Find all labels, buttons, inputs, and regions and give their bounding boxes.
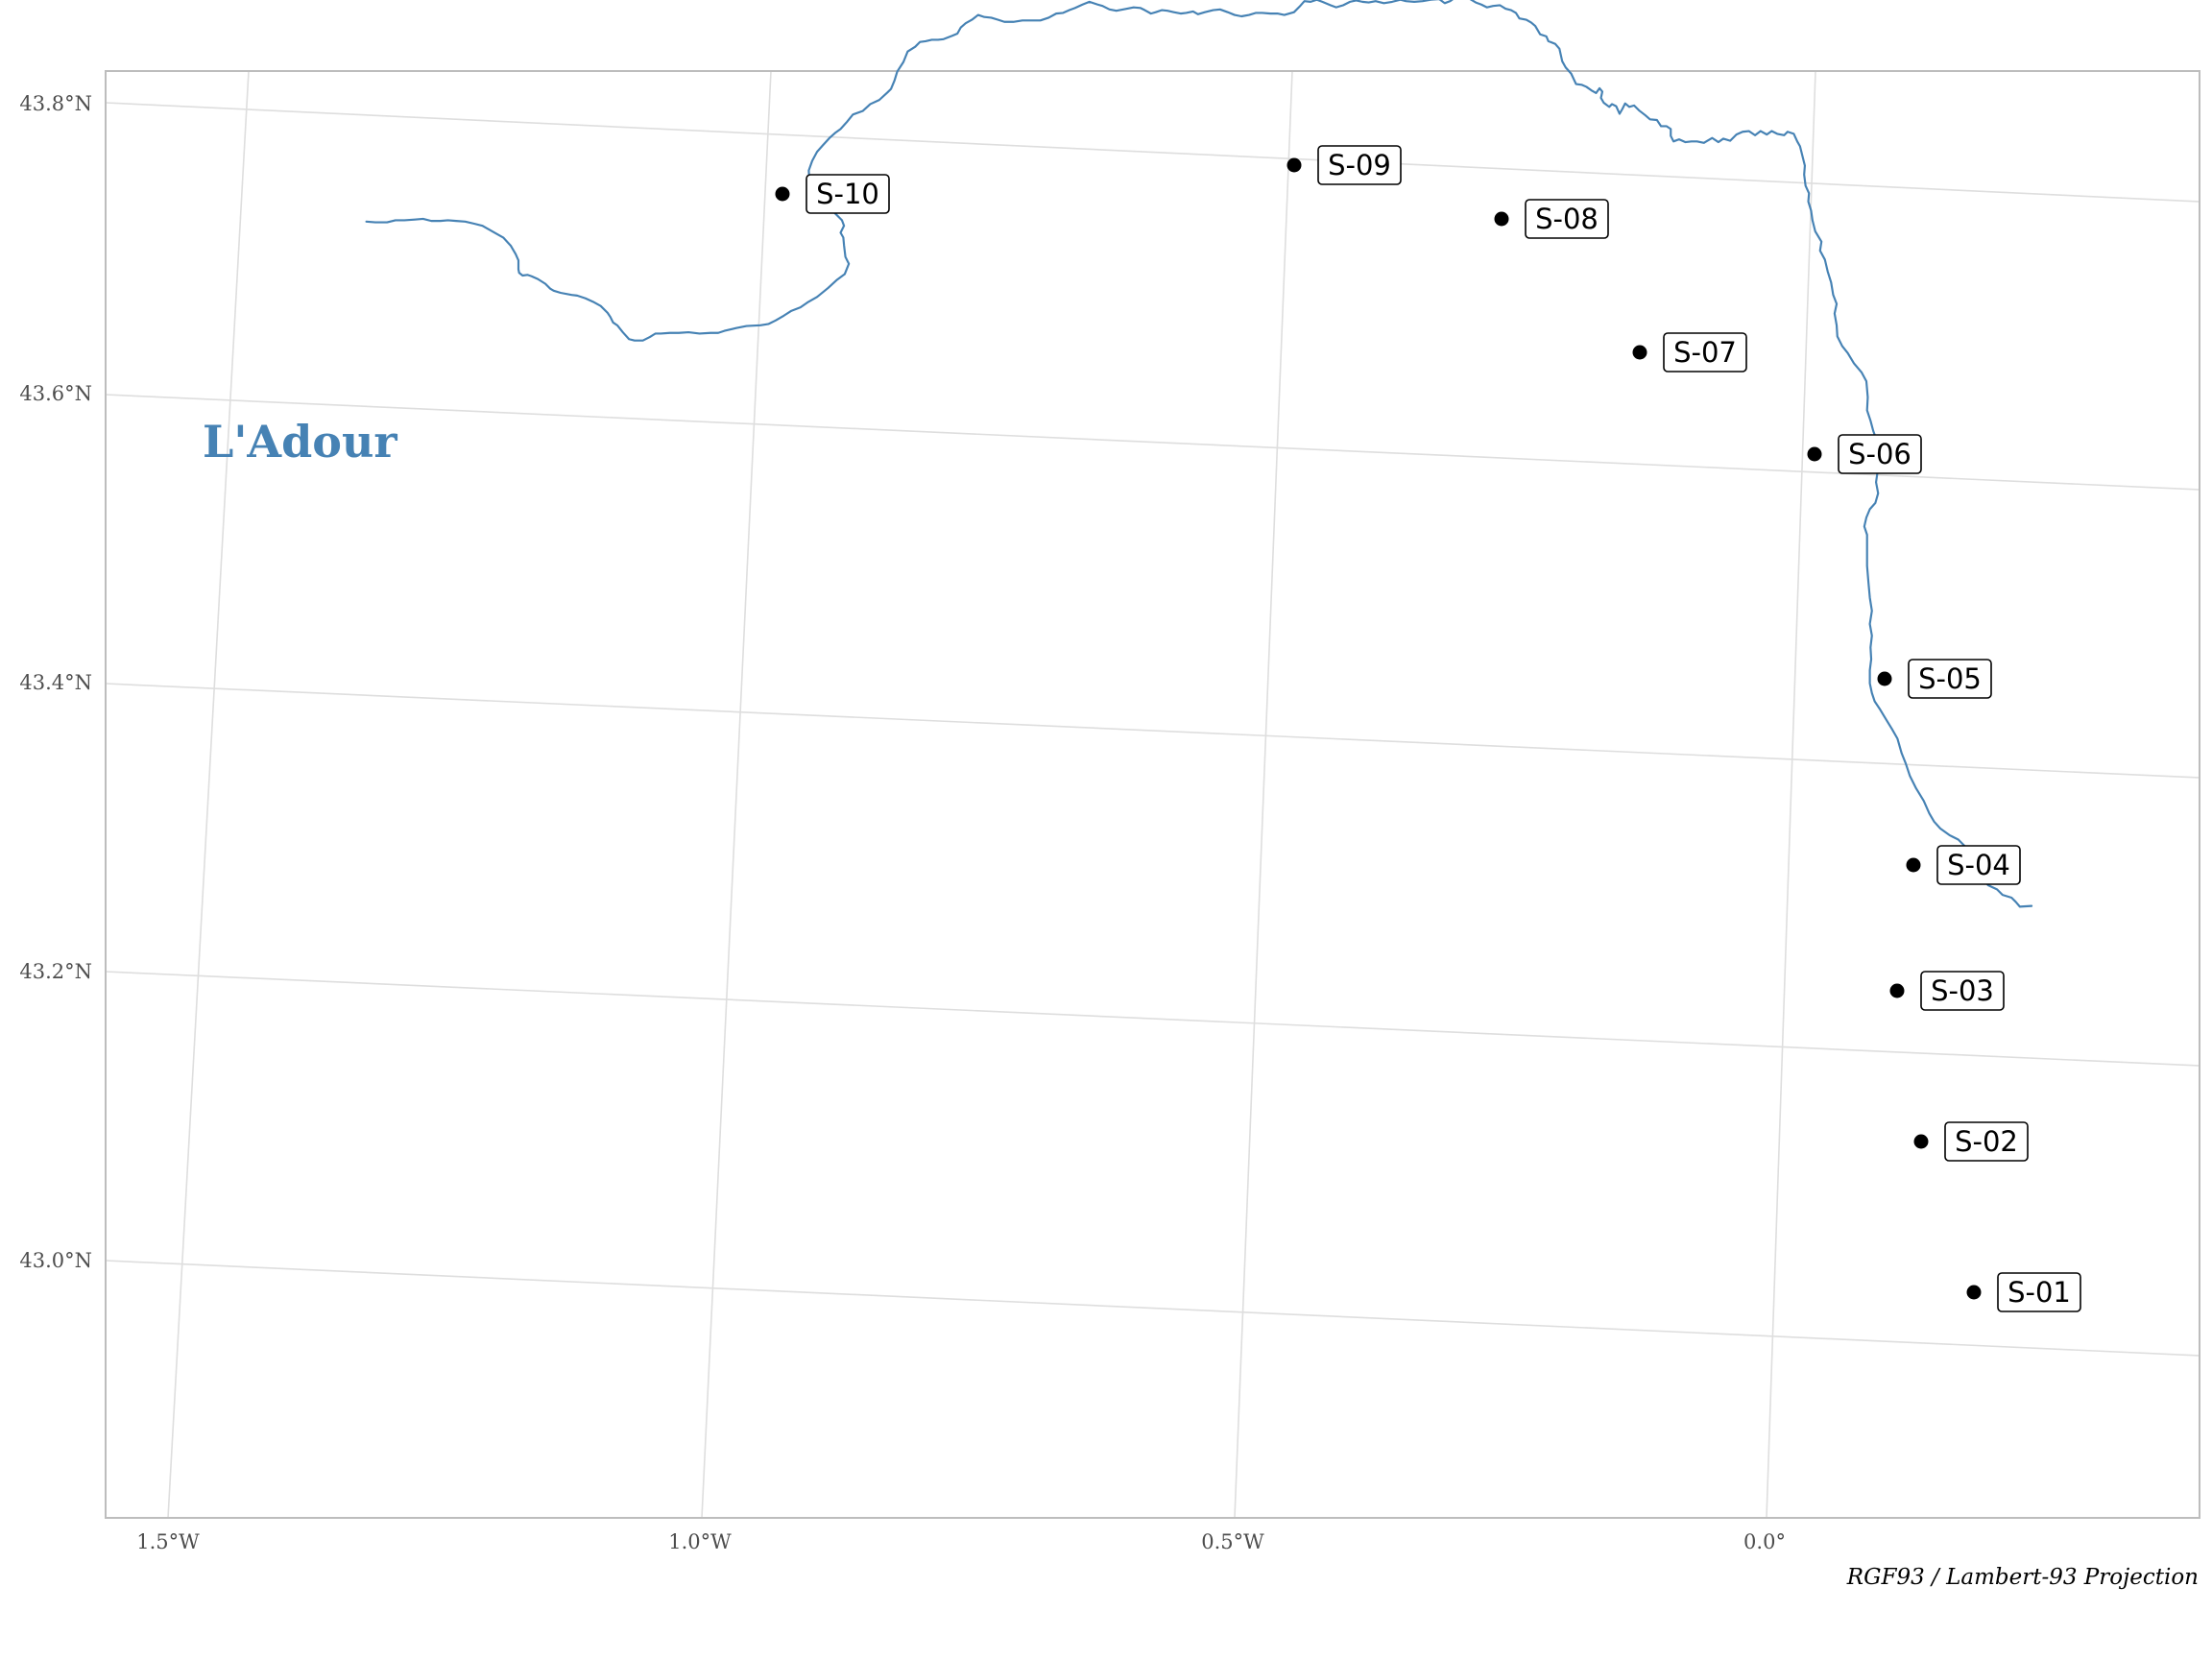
station-marker[interactable]: S-09 <box>1286 145 1402 185</box>
station-marker[interactable]: S-08 <box>1494 199 1609 239</box>
station-point[interactable] <box>1966 1285 1982 1300</box>
station-point[interactable] <box>1807 446 1822 462</box>
river-adour-line <box>365 0 2033 908</box>
station-marker[interactable]: S-01 <box>1966 1272 2081 1312</box>
latitude-tick-labels: 43.8°N 43.6°N 43.4°N 43.2°N 43.0°N <box>19 92 92 1272</box>
station-label-box <box>1663 332 1747 373</box>
lon-label-1-5w: 1.5°W <box>136 1530 200 1553</box>
meridian-0-0 <box>1766 70 1816 1519</box>
station-point[interactable] <box>1906 857 1921 873</box>
river-name-label: L'Adour <box>203 416 397 468</box>
station-point[interactable] <box>1632 345 1647 360</box>
station-point[interactable] <box>1286 157 1302 173</box>
station-label-box <box>1944 1121 2029 1162</box>
parallel-43-4 <box>105 683 2200 779</box>
station-label: S-01 <box>2008 1276 2071 1309</box>
longitude-tick-labels: 1.5°W 1.0°W 0.5°W 0.0° <box>136 1530 1786 1553</box>
station-label-box <box>1525 199 1609 239</box>
lat-label-43-8: 43.8°N <box>19 92 92 115</box>
station-point[interactable] <box>1889 983 1905 998</box>
station-point[interactable] <box>1494 211 1509 227</box>
station-label: S-03 <box>1931 974 1994 1007</box>
lat-label-43-2: 43.2°N <box>19 960 92 983</box>
meridian-1-5w <box>167 70 250 1519</box>
station-marker[interactable]: S-07 <box>1632 332 1747 373</box>
map-panel-border <box>105 70 2200 1519</box>
parallel-43-0 <box>105 1260 2200 1357</box>
station-marker[interactable]: S-06 <box>1807 434 1922 474</box>
station-marker[interactable]: S-05 <box>1877 659 1992 699</box>
station-label: S-05 <box>1918 662 1982 695</box>
station-label: S-02 <box>1955 1125 2018 1158</box>
parallel-43-2 <box>105 971 2200 1067</box>
station-marker[interactable]: S-10 <box>775 174 890 214</box>
station-marker[interactable]: S-04 <box>1906 845 2021 885</box>
station-marker[interactable]: S-02 <box>1913 1121 2029 1162</box>
stations: S-01 S-02 S-03 S-04 S-05 S-06 S-07 S-08 S-09 S-10 <box>775 145 2081 1312</box>
station-point[interactable] <box>1913 1134 1929 1149</box>
station-label: S-04 <box>1947 849 2010 881</box>
station-label-box <box>805 174 890 214</box>
station-label: S-08 <box>1535 203 1599 235</box>
station-point[interactable] <box>1877 671 1892 686</box>
station-label-box <box>1936 845 2021 885</box>
station-label-box <box>1838 434 1922 474</box>
meridian-0-5w <box>1234 70 1293 1519</box>
station-label-box <box>1920 971 2005 1011</box>
station-label: S-06 <box>1848 438 1911 470</box>
station-label: S-10 <box>816 178 879 210</box>
meridian-1-0w <box>701 70 772 1519</box>
lon-label-1-0w: 1.0°W <box>668 1530 732 1553</box>
lon-label-0-0: 0.0° <box>1743 1530 1786 1553</box>
station-label: S-07 <box>1673 336 1737 369</box>
lat-label-43-6: 43.6°N <box>19 382 92 405</box>
lon-label-0-5w: 0.5°W <box>1201 1530 1264 1553</box>
station-marker[interactable]: S-03 <box>1889 971 2005 1011</box>
station-label-box <box>1317 145 1402 185</box>
lat-label-43-0: 43.0°N <box>19 1249 92 1272</box>
parallel-43-8 <box>105 102 2200 203</box>
station-label-box <box>1908 659 1992 699</box>
station-point[interactable] <box>775 186 790 202</box>
station-label: S-09 <box>1328 149 1391 181</box>
graticule <box>105 70 2200 1519</box>
lat-label-43-4: 43.4°N <box>19 671 92 694</box>
projection-caption: RGF93 / Lambert-93 Projection <box>1846 1565 2199 1590</box>
station-label-box <box>1997 1272 2081 1312</box>
